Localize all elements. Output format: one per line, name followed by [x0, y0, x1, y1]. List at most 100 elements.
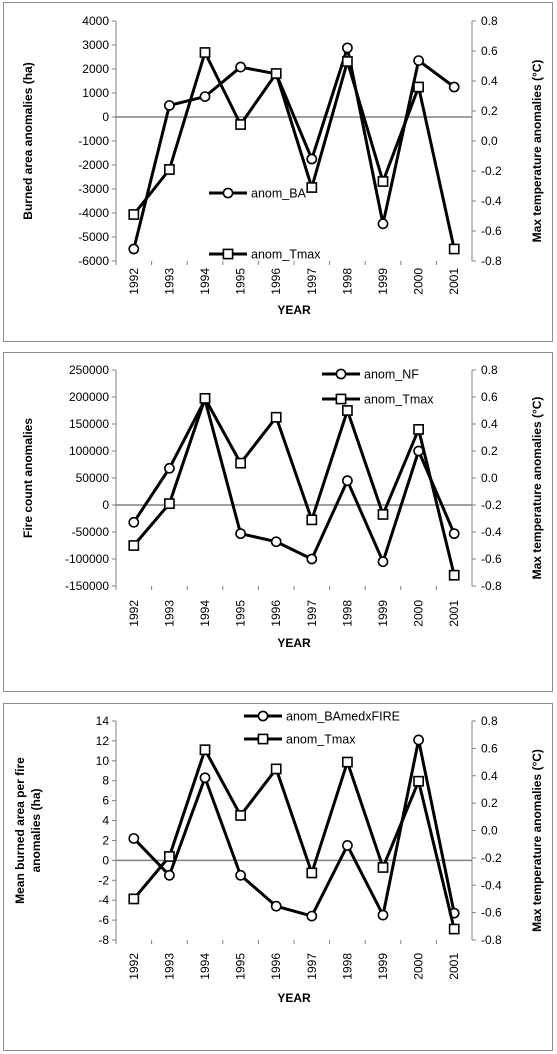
legend-marker [222, 187, 234, 199]
right-tick-label: -0.6 [481, 552, 502, 566]
legend-marker [335, 368, 347, 380]
x-tick-label: 1998 [340, 953, 354, 980]
left-tick-label: 2 [102, 833, 109, 847]
series-points-anom_Tmax [128, 47, 460, 255]
series-line-anom_Tmax [132, 396, 456, 576]
x-tick-label: 1995 [234, 953, 248, 980]
left-tick-label: 100000 [69, 444, 109, 458]
data-point-anom_BAmedxFIRE [163, 869, 175, 881]
chart-svg: 250000 200000 150000 100000 50000 0 -50000 -100… [21, 363, 544, 650]
x-tick-label: 2001 [447, 268, 461, 295]
data-point-anom_Tmax [306, 867, 318, 879]
data-point-anom_Tmax [270, 68, 282, 79]
legend-label: anom_NF [364, 368, 419, 382]
left-tick-label: 2000 [82, 62, 109, 76]
data-point-anom_NF [377, 556, 389, 568]
y-axis-title-line1: Mean burned area per fire [13, 757, 27, 904]
series-line-anom_NF [132, 398, 456, 564]
legend-label: anom_Tmax [364, 393, 434, 407]
right-tick-label: 0.4 [481, 74, 498, 88]
series-line-anom_BAmedxFIRE [132, 738, 456, 918]
right-tick-label: 0.6 [481, 390, 498, 404]
data-point-anom_Tmax [413, 424, 424, 435]
x-axis-title: YEAR [277, 303, 311, 317]
chart-fire-count: 250000 200000 150000 100000 50000 0 -50000 -100… [3, 352, 553, 692]
data-point-anom_BA [306, 153, 318, 165]
right-tick-label: 0.6 [481, 741, 498, 755]
left-tick-label: 4000 [82, 14, 109, 28]
data-point-anom_Tmax [270, 411, 282, 423]
right-tick-label: 0.2 [481, 104, 498, 118]
left-tick-label: -1000 [78, 134, 109, 148]
data-point-anom_BAmedxFIRE [270, 900, 282, 912]
data-point-anom_NF [448, 528, 460, 540]
left-tick-label: 250000 [69, 363, 109, 377]
y-right-axis-title: Max temperature anomalies (°C) [530, 397, 544, 580]
right-tick-label: 0.8 [481, 714, 498, 728]
left-tick-label: -8 [98, 933, 109, 947]
data-point-anom_Tmax [448, 923, 460, 935]
data-point-anom_Tmax [270, 763, 282, 775]
data-point-anom_BAmedxFIRE [235, 869, 246, 881]
left-tick-label: 200000 [69, 390, 109, 404]
series-points-anom_Tmax [128, 744, 460, 935]
x-tick-label: 1992 [127, 953, 141, 980]
legend-marker [257, 710, 269, 722]
data-point-anom_Tmax [128, 893, 140, 905]
data-point-anom_Tmax [413, 81, 424, 93]
data-point-anom_NF [306, 553, 318, 565]
data-point-anom_Tmax [306, 182, 318, 193]
right-tick-label: -0.6 [481, 906, 502, 920]
x-tick-label: 1997 [305, 953, 319, 980]
data-point-anom_Tmax [199, 392, 211, 404]
y-right-axis-title: Max temperature anomalies (°C) [530, 749, 544, 932]
series-line-anom_Tmax [132, 748, 456, 930]
data-point-anom_BAmedxFIRE [199, 772, 211, 784]
x-tick-label: 1997 [305, 600, 319, 627]
right-tick-label: 0.8 [481, 14, 498, 28]
right-tick-label: 0.6 [481, 44, 498, 58]
series-points-anom_BAmedxFIRE [128, 734, 460, 922]
right-tick-label: 0.8 [481, 363, 498, 377]
y-right-axis-title: Max temperature anomalies (°C) [530, 60, 544, 243]
data-point-anom_Tmax [341, 405, 353, 416]
data-point-anom_BA [235, 61, 246, 73]
x-tick-label: 1996 [269, 600, 283, 627]
data-point-anom_BA [448, 81, 460, 93]
legend-marker [335, 393, 347, 405]
x-tick-label: 2000 [412, 268, 426, 295]
x-tick-label: 1997 [305, 268, 319, 295]
x-axis-title: YEAR [277, 991, 311, 1005]
x-tick-label: 2000 [412, 953, 426, 980]
left-tick-label: 6 [102, 794, 109, 808]
data-point-anom_Tmax [377, 509, 389, 520]
data-point-anom_NF [163, 462, 175, 474]
x-tick-label: 2001 [447, 600, 461, 627]
data-point-anom_Tmax [199, 47, 211, 58]
data-point-anom_Tmax [448, 569, 460, 581]
right-tick-label: -0.4 [481, 878, 502, 892]
right-tick-label: -0.8 [481, 579, 502, 593]
x-tick-label: 2000 [412, 600, 426, 627]
legend-label: anom_Tmax [251, 248, 321, 262]
data-point-anom_Tmax [235, 810, 246, 821]
data-point-anom_Tmax [164, 164, 175, 175]
right-tick-label: -0.4 [481, 525, 502, 539]
x-tick-label: 1999 [376, 268, 390, 295]
right-tick-label: -0.2 [481, 164, 502, 178]
left-tick-label: -5000 [78, 230, 109, 244]
data-point-anom_Tmax [235, 119, 246, 130]
left-tick-label: -3000 [78, 182, 109, 196]
data-point-anom_BAmedxFIRE [377, 909, 389, 921]
right-tick-label: 0.2 [481, 796, 498, 810]
left-tick-label: -4 [98, 893, 109, 907]
left-tick-label: -6000 [78, 254, 109, 268]
left-tick-label: 0 [102, 498, 109, 512]
x-tick-label: 1994 [198, 953, 212, 980]
data-point-anom_NF [341, 475, 353, 487]
x-tick-label: 1996 [269, 953, 283, 980]
right-tick-label: -0.6 [481, 224, 502, 238]
legend-marker [257, 733, 269, 745]
data-point-anom_BAmedxFIRE [306, 910, 318, 922]
y-axis-title-line2: anomalies (ha) [29, 788, 43, 872]
